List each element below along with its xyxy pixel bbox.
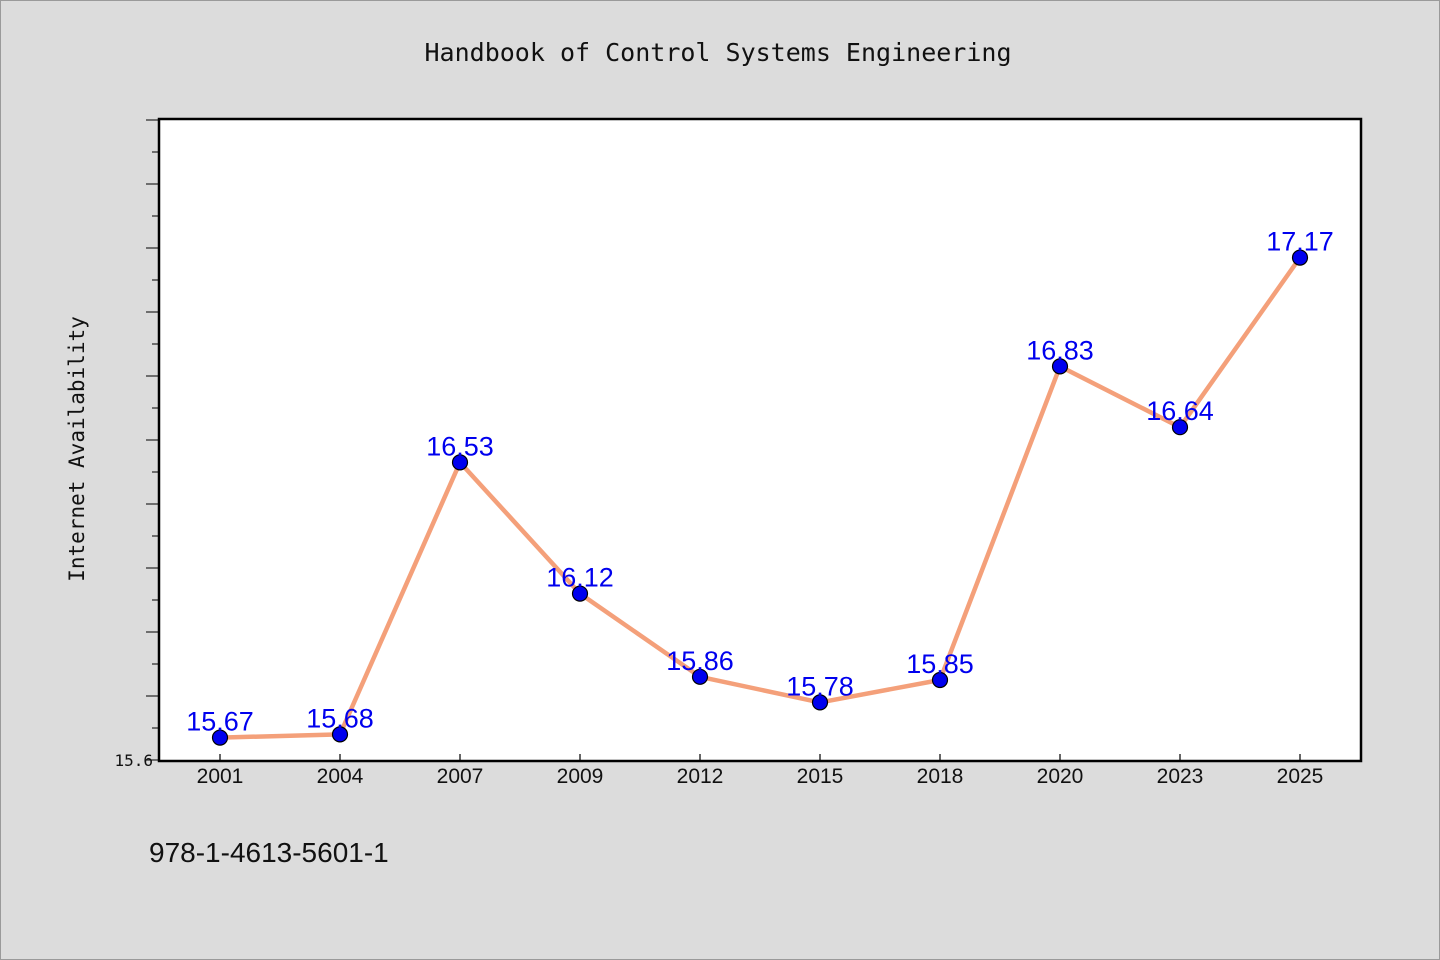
data-label: 16.12 — [546, 563, 614, 593]
x-tick-label: 2018 — [917, 765, 964, 788]
y-tick-label: 15.6 — [114, 751, 153, 770]
data-labels: 15.67 15.68 16.53 16.12 15.86 15.78 15.85 16.83… — [186, 227, 1334, 737]
data-label: 17.17 — [1266, 227, 1334, 257]
x-axis-ticks: 2001 2004 2007 2009 2012 2015 2018 2020 2023 2025 — [197, 754, 1324, 788]
data-point — [451, 454, 469, 471]
data-label: 16.83 — [1026, 335, 1094, 365]
data-point — [331, 726, 349, 743]
chart-title: Handbook of Control Systems Engineering — [425, 38, 1012, 67]
series-markers — [211, 249, 1309, 746]
x-tick-label: 2004 — [317, 765, 364, 788]
data-point — [211, 729, 229, 746]
isbn-text: 978-1-4613-5601-1 — [149, 837, 389, 868]
data-label: 15.78 — [786, 671, 854, 701]
data-label: 16.53 — [426, 431, 494, 461]
x-tick-label: 2025 — [1277, 765, 1324, 788]
x-tick-label: 2023 — [1157, 765, 1204, 788]
data-point — [1051, 358, 1069, 375]
x-tick-label: 2020 — [1037, 765, 1084, 788]
data-point — [571, 585, 589, 602]
x-tick-label: 2007 — [437, 765, 484, 788]
x-tick-label: 2012 — [677, 765, 724, 788]
y-axis-label: Internet Availability — [65, 316, 89, 582]
x-tick-label: 2001 — [197, 765, 244, 788]
data-label: 15.86 — [666, 646, 734, 676]
plot-area — [157, 117, 1363, 763]
data-point — [1171, 419, 1189, 436]
y-axis-ticks — [146, 119, 159, 761]
data-point — [931, 671, 949, 689]
series-line — [217, 255, 1303, 740]
data-label: 15.68 — [306, 703, 374, 733]
data-point — [811, 694, 829, 711]
data-point — [1291, 249, 1309, 266]
x-tick-label: 2009 — [557, 765, 604, 788]
data-label: 15.85 — [906, 649, 974, 679]
x-tick-label: 2015 — [797, 765, 844, 788]
data-label: 16.64 — [1146, 396, 1214, 426]
data-label: 15.67 — [186, 707, 254, 737]
data-point — [691, 668, 709, 685]
